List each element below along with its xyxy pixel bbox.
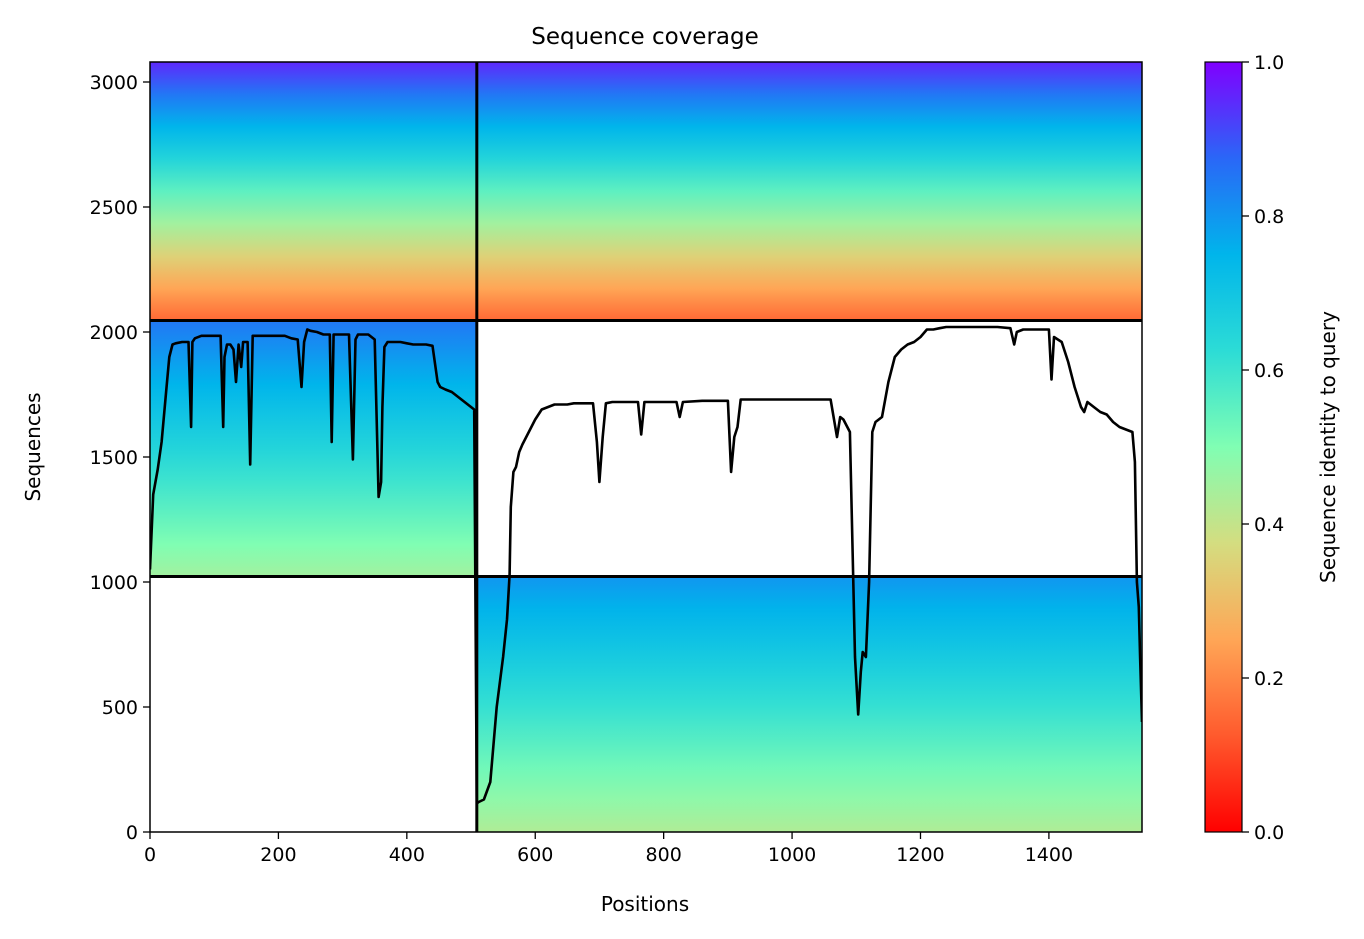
y-tick-label: 1000 <box>90 572 138 594</box>
x-tick-label: 1000 <box>768 844 816 866</box>
y-axis-label: Sequences <box>21 392 45 501</box>
y-tick-label: 2500 <box>90 197 138 219</box>
x-tick-label: 800 <box>646 844 682 866</box>
colorbar-tick-label: 0.0 <box>1254 822 1284 844</box>
colorbar-tick-label: 1.0 <box>1254 52 1284 74</box>
plot-frame <box>149 61 1143 833</box>
x-tick-label: 400 <box>389 844 425 866</box>
coverage-block-0 <box>150 62 477 321</box>
x-tick-label: 1200 <box>896 844 944 866</box>
chart-title: Sequence coverage <box>531 24 759 50</box>
coverage-block-1 <box>476 62 1142 321</box>
y-tick-label: 3000 <box>90 72 138 94</box>
y-tick-label: 2000 <box>90 322 138 344</box>
y-tick-label: 0 <box>126 822 138 844</box>
colorbar <box>1204 61 1243 833</box>
coverage-line <box>150 325 1142 805</box>
y-tick-label: 1500 <box>90 447 138 469</box>
coverage-block-3 <box>476 576 1142 832</box>
colorbar-label: Sequence identity to query <box>1316 311 1340 583</box>
x-tick-label: 600 <box>517 844 553 866</box>
colorbar-tick-label: 0.6 <box>1254 360 1284 382</box>
y-tick-label: 500 <box>102 697 138 719</box>
colorbar-tick-label: 0.8 <box>1254 206 1284 228</box>
x-tick-label: 0 <box>144 844 156 866</box>
x-tick-label: 1400 <box>1025 844 1073 866</box>
x-axis-label: Positions <box>601 892 689 916</box>
colorbar-tick-label: 0.4 <box>1254 514 1284 536</box>
coverage-block-2 <box>150 320 477 577</box>
colorbar-tick-label: 0.2 <box>1254 668 1284 690</box>
x-tick-label: 200 <box>260 844 296 866</box>
